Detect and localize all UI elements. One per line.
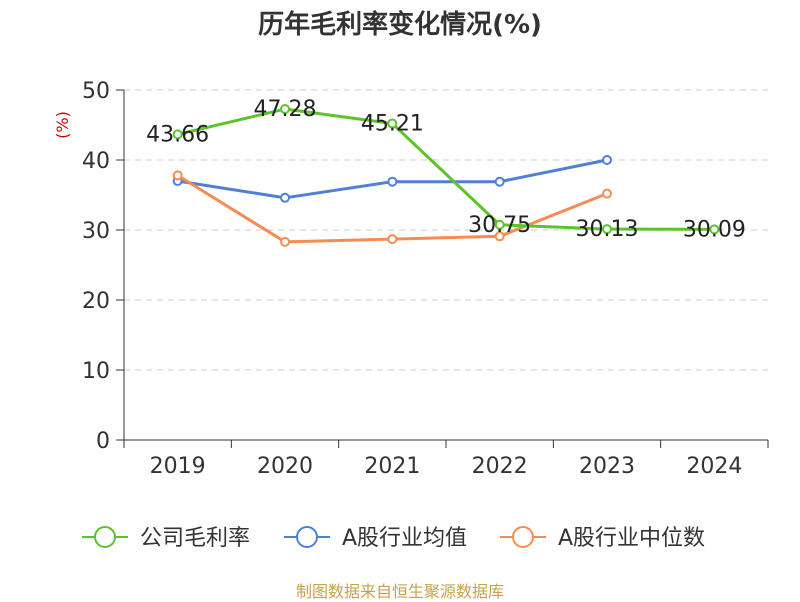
chart-title: 历年毛利率变化情况(%) bbox=[258, 10, 542, 40]
legend-label: 公司毛利率 bbox=[140, 526, 250, 551]
y-tick-label: 0 bbox=[96, 429, 110, 454]
x-tick-label: 2024 bbox=[686, 454, 742, 479]
data-point bbox=[387, 176, 398, 187]
series-line bbox=[177, 107, 715, 231]
data-point bbox=[602, 224, 612, 235]
data-label: 45.21 bbox=[361, 112, 424, 137]
axes: 0 10 20 30 40 50 2019 2020 2021 2022 2023 2024 bbox=[82, 79, 769, 479]
legend-swatch-marker bbox=[512, 526, 534, 548]
x-tick-label: 2020 bbox=[257, 454, 313, 479]
legend-swatch-marker bbox=[94, 526, 116, 548]
data-point bbox=[280, 192, 290, 203]
data-point bbox=[387, 118, 398, 129]
y-tick-label: 20 bbox=[82, 289, 110, 314]
data-point bbox=[172, 170, 183, 181]
y-tick-label: 40 bbox=[82, 149, 110, 174]
x-tick-label: 2019 bbox=[150, 454, 206, 479]
grid-lines bbox=[124, 89, 768, 371]
y-tick-label: 50 bbox=[82, 79, 110, 104]
legend: 公司毛利率 A股行业均值 A股行业中位数 bbox=[82, 526, 705, 551]
series-lines bbox=[172, 104, 720, 247]
legend-item[interactable]: A股行业均值 bbox=[284, 526, 467, 551]
data-point bbox=[494, 176, 505, 187]
data-source-note: 制图数据来自恒生聚源数据库 bbox=[295, 582, 504, 601]
data-label: 30.75 bbox=[468, 213, 531, 238]
legend-item[interactable]: 公司毛利率 bbox=[82, 526, 250, 551]
data-point bbox=[709, 224, 720, 235]
data-point bbox=[494, 231, 505, 242]
legend-item[interactable]: A股行业中位数 bbox=[500, 526, 705, 551]
data-point bbox=[602, 155, 612, 165]
data-label: 43.66 bbox=[146, 122, 209, 147]
data-label: 47.28 bbox=[254, 97, 317, 122]
legend-swatch-marker bbox=[296, 526, 318, 548]
y-axis-unit-label: (%) bbox=[53, 111, 72, 139]
data-label: 30.13 bbox=[576, 217, 639, 242]
x-tick-label: 2023 bbox=[579, 454, 635, 479]
x-tick-label: 2021 bbox=[364, 454, 420, 479]
y-tick-label: 10 bbox=[82, 359, 110, 384]
data-point bbox=[280, 236, 290, 247]
data-point bbox=[387, 234, 398, 245]
data-labels: 43.66 47.28 45.21 30.75 30.13 30.09 bbox=[146, 97, 746, 242]
x-tick-label: 2022 bbox=[472, 454, 528, 479]
data-point bbox=[172, 129, 183, 140]
data-point bbox=[494, 219, 505, 230]
data-label: 30.09 bbox=[683, 217, 746, 242]
data-point bbox=[602, 188, 612, 199]
legend-label: A股行业中位数 bbox=[558, 526, 705, 551]
legend-label: A股行业均值 bbox=[342, 526, 467, 551]
y-tick-label: 30 bbox=[82, 219, 110, 244]
data-point bbox=[280, 104, 290, 115]
